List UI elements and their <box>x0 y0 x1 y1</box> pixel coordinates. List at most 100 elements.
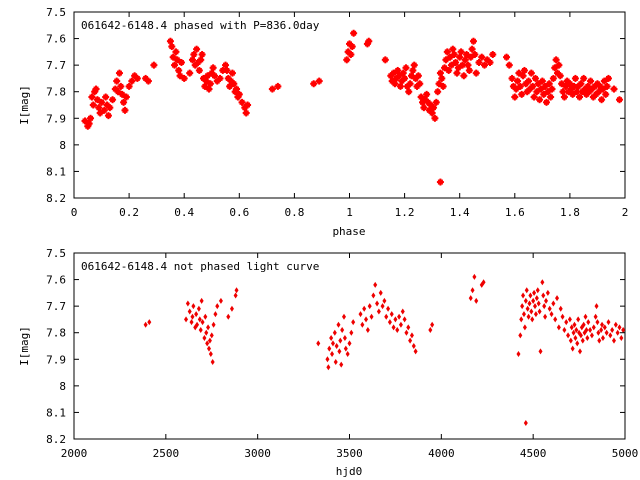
unphased-data-point <box>558 305 563 312</box>
phased-data-point-arm <box>523 66 526 74</box>
unphased-data-point <box>474 297 479 304</box>
phased-data-point-arm <box>571 90 574 98</box>
unphased-data-point <box>200 319 205 326</box>
phased-data-point-arm <box>133 72 136 80</box>
phased-data-point-arm <box>477 58 480 66</box>
unphased-data-point <box>578 348 583 355</box>
phased-data-point-arm <box>533 93 536 101</box>
phased-data-point-arm <box>562 88 565 96</box>
unphased-data-point <box>591 324 596 331</box>
phased-data-point-arm <box>418 80 421 88</box>
phased-data-point-arm <box>117 88 120 96</box>
unphased-data-point <box>395 327 400 334</box>
phased-data-point-arm <box>439 69 442 77</box>
phased-data-point-arm <box>440 74 443 82</box>
unphased-data-point <box>229 305 234 312</box>
unphased-data-point <box>380 303 385 310</box>
phased-data-point-arm <box>527 77 530 85</box>
phased-data-point-arm <box>235 85 238 93</box>
unphased-data-point <box>202 335 207 342</box>
phased-data-point-arm <box>491 51 494 59</box>
phased-data-point-arm <box>406 82 409 90</box>
phased-data-point-arm <box>400 77 403 85</box>
phased-data-point-arm <box>466 61 469 69</box>
phased-data-point-arm <box>581 88 584 96</box>
unphased-data-point <box>581 321 586 328</box>
phased-data-point-arm <box>107 112 110 120</box>
unphased-data-point <box>409 332 414 339</box>
phased-data-point-arm <box>600 96 603 104</box>
phased-data-point-arm <box>545 98 548 106</box>
phased-data-point-arm <box>578 93 581 101</box>
phased-data-point-arm <box>590 85 593 93</box>
unphased-data-point <box>147 319 152 326</box>
phased-data-point-arm <box>424 96 427 104</box>
unphased-data-point <box>541 292 546 299</box>
unphased-data-point <box>342 335 347 342</box>
phased-data-point-arm <box>108 104 111 112</box>
phased-data-point-arm <box>526 88 529 96</box>
unphased-data-point <box>596 329 601 336</box>
phased-data-point-arm <box>534 74 537 82</box>
phased-data-point-arm <box>574 74 577 82</box>
unphased-x-tick-label: 5000 <box>612 447 639 460</box>
unphased-data-point <box>560 313 565 320</box>
unphased-data-point <box>566 332 571 339</box>
phased-data-point-arm <box>411 66 414 74</box>
phased-data-point-arm <box>462 72 465 80</box>
unphased-data-point <box>613 321 618 328</box>
phased-data-point-arm <box>435 98 438 106</box>
unphased-data-point <box>523 420 528 427</box>
unphased-y-tick-label: 7.8 <box>46 327 66 340</box>
phased-data-point-arm <box>88 120 91 128</box>
phased-data-point-arm <box>245 109 248 117</box>
phased-data-point-arm <box>421 98 424 106</box>
unphased-data-point <box>189 319 194 326</box>
phased-data-point-arm <box>136 74 139 82</box>
unphased-data-point <box>533 311 538 318</box>
phased-data-point-arm <box>398 72 401 80</box>
phased-data-point-arm <box>604 90 607 98</box>
phased-y-tick-label: 7.6 <box>46 33 66 46</box>
phased-data-point-arm <box>595 90 598 98</box>
phased-data-point-arm <box>106 101 109 109</box>
unphased-data-point <box>533 303 538 310</box>
unphased-data-point <box>365 327 370 334</box>
phased-data-point-arm <box>243 104 246 112</box>
phased-data-point-arm <box>427 98 430 106</box>
phased-data-point-arm <box>176 56 179 64</box>
phased-data-point-arm <box>564 82 567 90</box>
phased-data-point-arm <box>347 48 350 56</box>
unphased-data-point <box>611 337 616 344</box>
unphased-data-point <box>593 313 598 320</box>
phased-data-point-arm <box>99 109 102 117</box>
phased-data-point-arm <box>236 93 239 101</box>
phased-y-tick-label: 8 <box>59 139 66 152</box>
phased-data-point-arm <box>515 85 518 93</box>
phased-data-point-arm <box>618 96 621 104</box>
unphased-y-tick-label: 7.7 <box>46 300 66 313</box>
unphased-data-point <box>595 319 600 326</box>
unphased-data-point <box>589 332 594 339</box>
phased-data-point-arm <box>384 56 387 64</box>
phased-data-point-arm <box>84 117 87 125</box>
unphased-y-tick-label: 7.6 <box>46 274 66 287</box>
unphased-data-point <box>369 313 374 320</box>
phased-data-point-arm <box>555 56 558 64</box>
phased-data-point-arm <box>586 82 589 90</box>
unphased-data-point <box>187 308 192 315</box>
unphased-data-point <box>207 337 212 344</box>
phased-data-point-arm <box>228 82 231 90</box>
unphased-data-point <box>351 319 356 326</box>
unphased-data-point <box>343 345 348 352</box>
phased-data-point-arm <box>202 74 205 82</box>
phased-x-tick-label: 1.6 <box>505 206 525 219</box>
phased-data-point-arm <box>550 85 553 93</box>
unphased-data-point <box>556 324 561 331</box>
unphased-x-tick-label: 3000 <box>244 447 271 460</box>
unphased-data-point <box>382 297 387 304</box>
phased-data-point-arm <box>246 101 249 109</box>
unphased-data-point <box>570 345 575 352</box>
unphased-data-point <box>532 289 537 296</box>
unphased-data-point <box>564 319 569 326</box>
